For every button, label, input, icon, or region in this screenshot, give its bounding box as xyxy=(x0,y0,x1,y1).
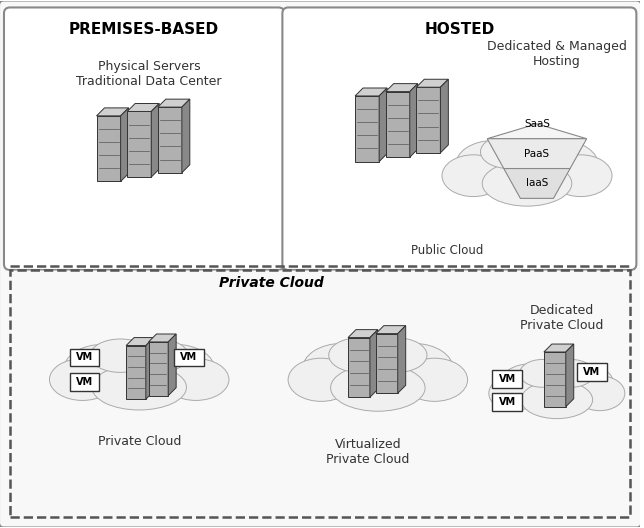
Ellipse shape xyxy=(482,161,572,206)
FancyBboxPatch shape xyxy=(577,363,607,381)
Text: VM: VM xyxy=(76,378,93,388)
Polygon shape xyxy=(416,79,448,87)
FancyBboxPatch shape xyxy=(70,348,99,366)
Polygon shape xyxy=(127,111,151,177)
Text: IaaS: IaaS xyxy=(526,178,548,188)
Text: Virtualized
Private Cloud: Virtualized Private Cloud xyxy=(327,438,410,466)
Polygon shape xyxy=(158,107,182,173)
Polygon shape xyxy=(149,342,168,395)
Polygon shape xyxy=(386,91,410,157)
Polygon shape xyxy=(146,337,154,399)
Ellipse shape xyxy=(64,344,143,394)
FancyBboxPatch shape xyxy=(492,393,522,411)
Polygon shape xyxy=(566,344,574,407)
Ellipse shape xyxy=(442,155,505,196)
Polygon shape xyxy=(416,87,440,153)
Text: VM: VM xyxy=(180,353,198,362)
Polygon shape xyxy=(348,337,370,397)
Polygon shape xyxy=(376,334,398,393)
Ellipse shape xyxy=(135,344,215,394)
Polygon shape xyxy=(544,344,574,352)
Ellipse shape xyxy=(478,136,576,201)
Text: Public Cloud: Public Cloud xyxy=(412,243,484,257)
Text: Private Cloud: Private Cloud xyxy=(97,436,181,448)
Ellipse shape xyxy=(489,376,539,411)
Ellipse shape xyxy=(574,376,625,411)
Ellipse shape xyxy=(90,339,151,372)
Polygon shape xyxy=(488,139,587,168)
Polygon shape xyxy=(120,108,129,182)
FancyBboxPatch shape xyxy=(10,270,630,516)
Text: VM: VM xyxy=(498,397,516,407)
Ellipse shape xyxy=(92,365,187,410)
Ellipse shape xyxy=(401,358,468,401)
Ellipse shape xyxy=(516,135,574,168)
Polygon shape xyxy=(379,88,387,162)
FancyBboxPatch shape xyxy=(492,371,522,388)
Text: Dedicated & Managed
Hosting: Dedicated & Managed Hosting xyxy=(487,40,627,68)
Text: PaaS: PaaS xyxy=(524,148,549,158)
FancyBboxPatch shape xyxy=(174,348,204,366)
Polygon shape xyxy=(126,345,146,399)
Ellipse shape xyxy=(374,343,453,395)
Ellipse shape xyxy=(455,140,531,191)
Polygon shape xyxy=(488,124,587,139)
Ellipse shape xyxy=(128,339,188,372)
Ellipse shape xyxy=(288,358,354,401)
Polygon shape xyxy=(355,88,387,96)
Polygon shape xyxy=(410,83,418,157)
Polygon shape xyxy=(370,329,378,397)
Ellipse shape xyxy=(328,338,389,372)
Polygon shape xyxy=(348,329,378,337)
Ellipse shape xyxy=(554,364,614,406)
FancyBboxPatch shape xyxy=(70,373,99,391)
Text: VM: VM xyxy=(498,374,516,384)
Text: SaaS: SaaS xyxy=(524,119,550,129)
Polygon shape xyxy=(440,79,448,153)
Text: Dedicated
Private Cloud: Dedicated Private Cloud xyxy=(520,304,603,332)
Polygon shape xyxy=(126,337,154,345)
Ellipse shape xyxy=(302,343,382,395)
Text: HOSTED: HOSTED xyxy=(424,22,495,37)
Polygon shape xyxy=(97,116,120,182)
Polygon shape xyxy=(151,103,159,177)
Text: VM: VM xyxy=(583,367,600,378)
Ellipse shape xyxy=(480,135,538,168)
Polygon shape xyxy=(544,352,566,407)
Polygon shape xyxy=(398,326,406,393)
Text: PREMISES-BASED: PREMISES-BASED xyxy=(69,22,219,37)
FancyBboxPatch shape xyxy=(4,7,285,270)
Ellipse shape xyxy=(548,360,594,388)
Text: VM: VM xyxy=(76,353,93,362)
FancyBboxPatch shape xyxy=(282,7,636,270)
Ellipse shape xyxy=(500,364,560,406)
Polygon shape xyxy=(158,99,190,107)
Ellipse shape xyxy=(87,340,191,405)
Ellipse shape xyxy=(50,359,115,400)
Ellipse shape xyxy=(549,155,612,196)
Polygon shape xyxy=(504,168,570,199)
Ellipse shape xyxy=(163,359,229,400)
Ellipse shape xyxy=(517,360,596,414)
Polygon shape xyxy=(386,83,418,91)
Text: Private Cloud: Private Cloud xyxy=(219,276,324,290)
Polygon shape xyxy=(127,103,159,111)
Polygon shape xyxy=(97,108,129,116)
Polygon shape xyxy=(149,334,176,342)
Ellipse shape xyxy=(524,140,598,191)
Ellipse shape xyxy=(330,364,425,411)
Polygon shape xyxy=(376,326,406,334)
Ellipse shape xyxy=(326,338,430,406)
Polygon shape xyxy=(182,99,190,173)
Text: Physical Servers
Traditional Data Center: Physical Servers Traditional Data Center xyxy=(77,60,222,88)
Ellipse shape xyxy=(366,338,427,372)
Ellipse shape xyxy=(521,381,592,419)
Polygon shape xyxy=(168,334,176,395)
Ellipse shape xyxy=(520,360,565,388)
Polygon shape xyxy=(355,96,379,162)
